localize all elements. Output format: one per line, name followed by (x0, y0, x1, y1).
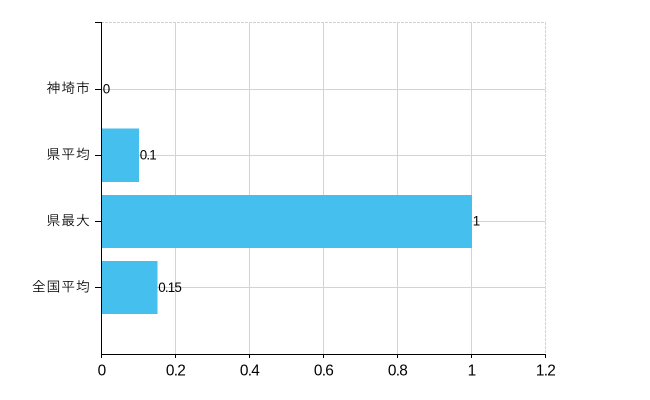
svg-text:0.2: 0.2 (166, 363, 185, 380)
svg-text:1: 1 (473, 214, 480, 229)
svg-text:0: 0 (98, 363, 106, 380)
svg-text:0.4: 0.4 (240, 363, 260, 380)
svg-text:0: 0 (103, 81, 110, 96)
svg-text:1: 1 (468, 363, 476, 380)
svg-text:0.6: 0.6 (314, 363, 333, 380)
svg-text:1.2: 1.2 (536, 363, 555, 380)
svg-text:0.1: 0.1 (140, 148, 157, 163)
svg-text:0.15: 0.15 (158, 280, 181, 295)
svg-text:0.8: 0.8 (388, 363, 407, 380)
